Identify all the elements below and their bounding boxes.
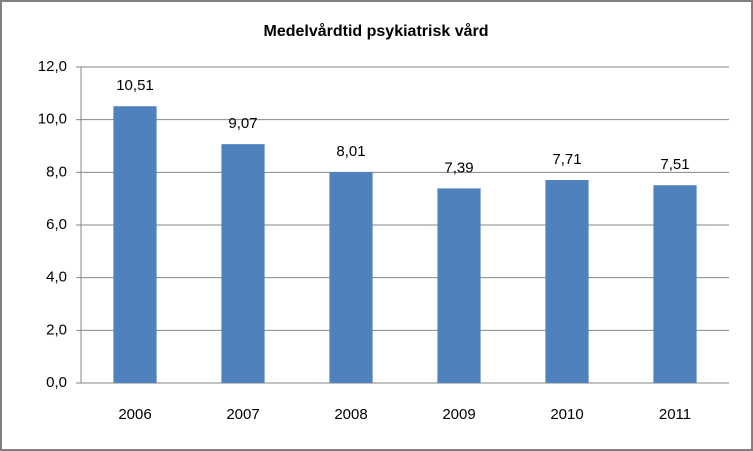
y-tick-label: 10,0	[38, 111, 67, 128]
y-tick-label: 12,0	[38, 58, 67, 75]
x-tick-label: 2007	[226, 406, 259, 423]
bar	[329, 172, 373, 383]
x-tick-label: 2006	[118, 406, 151, 423]
y-tick-label: 6,0	[46, 216, 67, 233]
data-label: 7,71	[552, 151, 581, 168]
y-tick-label: 0,0	[46, 374, 67, 391]
x-tick-label: 2008	[334, 406, 367, 423]
data-label: 8,01	[336, 143, 365, 160]
bar	[545, 179, 589, 383]
y-tick-label: 2,0	[46, 321, 67, 338]
y-tick-label: 8,0	[46, 163, 67, 180]
bar	[221, 144, 265, 383]
y-tick-label: 4,0	[46, 269, 67, 286]
data-label: 9,07	[228, 115, 257, 132]
x-tick-label: 2011	[659, 406, 691, 423]
x-tick-label: 2010	[550, 406, 583, 423]
data-label: 7,39	[444, 159, 473, 176]
bar	[113, 106, 157, 383]
x-tick-label: 2009	[442, 406, 475, 423]
bar	[653, 185, 697, 383]
chart-title: Medelvårdtid psykiatrisk vård	[264, 22, 489, 40]
bar	[437, 188, 481, 383]
data-label: 10,51	[116, 77, 154, 94]
data-label: 7,51	[660, 156, 689, 173]
